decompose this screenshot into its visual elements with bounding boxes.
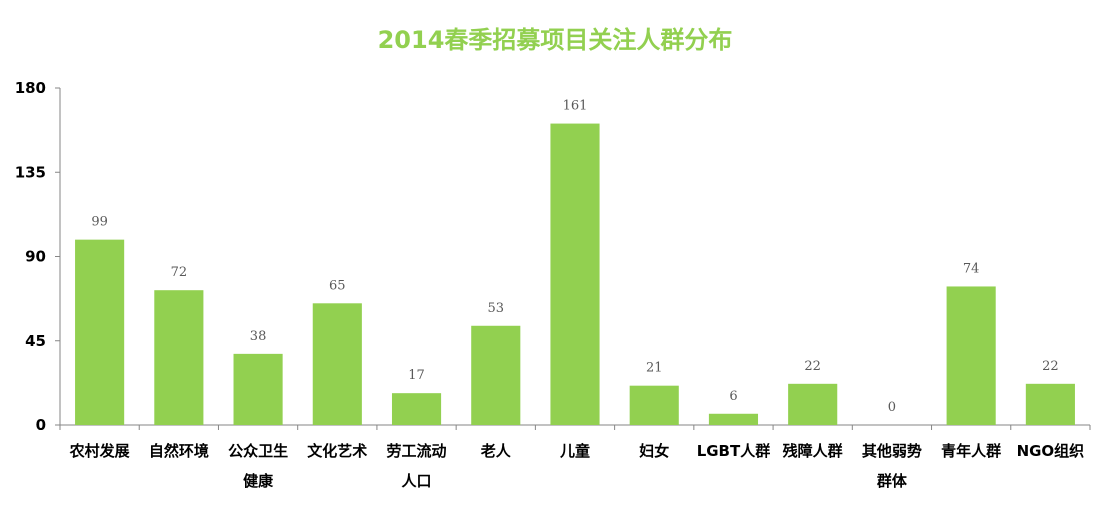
category-label: 残障人群: [783, 442, 843, 460]
bar: [1025, 383, 1075, 425]
data-label: 161: [563, 99, 588, 114]
data-label: 21: [646, 361, 663, 376]
data-label: 22: [804, 359, 821, 374]
data-label: 22: [1042, 359, 1059, 374]
category-label: 老人: [480, 442, 512, 460]
category-label: 儿童: [559, 442, 590, 460]
category-label: 青年人群: [941, 442, 1001, 460]
category-label: 妇女: [638, 442, 669, 460]
data-label: 65: [329, 278, 346, 293]
category-label: LGBT人群: [697, 442, 771, 460]
bar: [233, 353, 283, 425]
data-label: 6: [729, 389, 737, 404]
bar: [708, 413, 759, 425]
bar: [75, 239, 125, 425]
data-label: 72: [171, 265, 188, 280]
data-label: 17: [408, 368, 425, 383]
y-tick-label: 135: [15, 163, 46, 181]
category-label: 其他弱势: [862, 442, 922, 460]
data-label: 38: [250, 329, 267, 344]
y-tick-label: 0: [36, 416, 46, 434]
y-tick-label: 45: [25, 332, 46, 350]
data-label: 53: [487, 301, 504, 316]
bar: [629, 385, 679, 425]
bar: [154, 290, 204, 425]
x-axis: [59, 424, 1091, 430]
y-tick-label: 90: [25, 248, 46, 266]
category-label: 人口: [402, 472, 432, 490]
bar: [312, 303, 362, 425]
bar: [946, 286, 996, 425]
category-label: 农村发展: [69, 442, 130, 460]
category-label: 健康: [243, 472, 274, 490]
bars: [75, 123, 1075, 426]
data-label: 74: [963, 261, 980, 276]
category-label: 劳工流动: [387, 442, 447, 460]
category-label: 自然环境: [149, 442, 209, 460]
y-axis: 0 45 90 135 180: [15, 79, 61, 434]
category-label: 文化艺术: [307, 442, 367, 460]
bar: [471, 325, 521, 425]
data-label: 0: [888, 400, 896, 415]
chart-title: 2014春季招募项目关注人群分布: [378, 26, 733, 54]
bar: [550, 123, 600, 426]
data-label: 99: [91, 215, 108, 230]
category-label: 公众卫生: [228, 442, 288, 460]
bar: [788, 383, 838, 425]
category-label: 群体: [877, 472, 908, 490]
bar: [391, 393, 442, 425]
y-tick-label: 180: [15, 79, 46, 97]
data-labels: 99 72 38 65 17 53 161 21 6 22 0 74 22: [91, 99, 1058, 415]
category-label: NGO组织: [1017, 442, 1085, 460]
